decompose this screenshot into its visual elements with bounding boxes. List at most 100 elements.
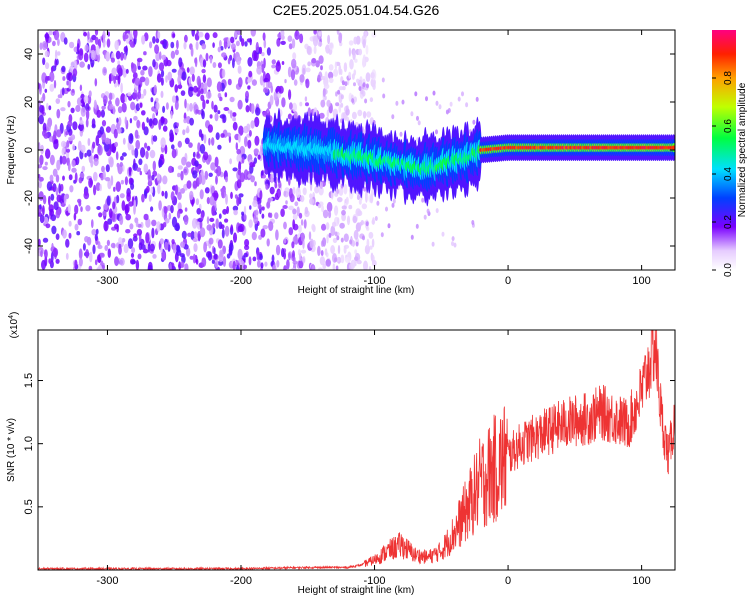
noise-blob xyxy=(292,102,297,113)
noise-blob xyxy=(230,43,236,50)
noise-blob xyxy=(259,190,263,200)
noise-blob xyxy=(191,218,198,229)
noise-blob xyxy=(319,181,323,189)
noise-blob xyxy=(203,241,208,253)
noise-blob xyxy=(91,34,97,41)
noise-blob xyxy=(42,129,47,137)
noise-blob xyxy=(475,96,479,102)
noise-blob xyxy=(152,117,158,126)
noise-blob xyxy=(169,129,174,140)
noise-blob xyxy=(145,232,150,244)
noise-blob xyxy=(105,177,111,182)
noise-blob xyxy=(68,232,72,239)
noise-blob xyxy=(144,77,150,86)
noise-blob xyxy=(83,31,88,37)
noise-blob xyxy=(180,170,184,181)
noise-blob xyxy=(317,267,324,270)
noise-blob xyxy=(178,261,182,270)
noise-blob xyxy=(97,129,102,139)
noise-blob xyxy=(45,148,51,159)
noise-blob xyxy=(159,238,164,245)
noise-blob xyxy=(204,32,210,41)
noise-blob xyxy=(237,99,243,110)
noise-blob xyxy=(266,238,270,247)
noise-blob xyxy=(168,212,172,220)
noise-blob xyxy=(213,253,218,260)
noise-blob xyxy=(262,225,269,230)
noise-blob xyxy=(65,131,69,136)
noise-blob xyxy=(232,205,239,212)
spectrogram-heatmap xyxy=(38,30,675,270)
noise-blob xyxy=(358,86,362,92)
noise-blob xyxy=(219,96,223,102)
noise-blob xyxy=(125,68,129,74)
noise-blob xyxy=(188,142,193,148)
noise-blob xyxy=(79,48,84,56)
noise-blob xyxy=(369,245,373,250)
colorbar-tick-label: 0.0 xyxy=(723,263,734,277)
noise-blob xyxy=(158,119,162,130)
colorbar-tick-label: 0.2 xyxy=(723,215,734,229)
noise-blob xyxy=(334,205,339,216)
noise-blob xyxy=(453,242,457,248)
noise-blob xyxy=(160,69,165,78)
noise-blob xyxy=(295,187,301,198)
noise-blob xyxy=(280,30,285,38)
noise-blob xyxy=(57,51,61,56)
noise-blob xyxy=(53,79,57,89)
noise-blob xyxy=(177,191,182,201)
noise-blob xyxy=(39,42,43,50)
noise-blob xyxy=(253,148,259,154)
noise-blob xyxy=(465,102,469,108)
noise-blob xyxy=(152,254,157,259)
noise-blob xyxy=(244,239,250,247)
noise-blob xyxy=(118,237,123,245)
noise-blob xyxy=(74,172,78,183)
noise-blob xyxy=(254,181,257,187)
noise-blob xyxy=(48,30,54,36)
noise-blob xyxy=(116,64,122,74)
noise-blob xyxy=(247,139,252,149)
noise-blob xyxy=(190,47,194,57)
noise-blob xyxy=(199,143,206,154)
noise-blob xyxy=(345,108,350,116)
noise-blob xyxy=(293,111,298,120)
noise-blob xyxy=(230,224,234,232)
noise-blob xyxy=(140,147,146,158)
noise-blob xyxy=(54,58,57,68)
noise-blob xyxy=(280,208,285,217)
noise-blob xyxy=(116,117,119,124)
noise-blob xyxy=(52,168,58,177)
noise-blob xyxy=(363,186,367,192)
noise-blob xyxy=(343,62,348,73)
snr-panel: -300 -200 -100 0 100 0.5 1.0 1.5 Height of str… xyxy=(6,312,676,596)
noise-blob xyxy=(157,31,161,39)
noise-blob xyxy=(255,107,261,116)
noise-blob xyxy=(115,97,120,107)
noise-blob xyxy=(184,263,189,270)
noise-blob xyxy=(132,92,138,100)
noise-blob xyxy=(211,205,216,216)
noise-blob xyxy=(123,243,129,254)
noise-blob xyxy=(147,264,153,270)
noise-blob xyxy=(68,114,73,123)
noise-blob xyxy=(169,262,172,270)
noise-blob xyxy=(305,67,311,73)
noise-blob xyxy=(96,53,101,63)
noise-blob xyxy=(99,183,102,192)
noise-blob xyxy=(341,205,347,210)
noise-blob xyxy=(83,191,90,200)
noise-blob xyxy=(83,52,89,63)
noise-blob xyxy=(65,148,71,153)
noise-blob xyxy=(214,112,219,122)
spectrogram-y-axis-label: Frequency (Hz) xyxy=(6,116,17,185)
noise-blob xyxy=(148,194,152,202)
noise-blob xyxy=(308,231,312,241)
noise-blob xyxy=(366,83,369,89)
noise-blob xyxy=(192,253,196,264)
noise-blob xyxy=(122,137,126,145)
noise-blob xyxy=(120,179,124,185)
noise-blob xyxy=(368,266,372,270)
noise-blob xyxy=(94,78,98,87)
noise-blob xyxy=(55,49,58,57)
